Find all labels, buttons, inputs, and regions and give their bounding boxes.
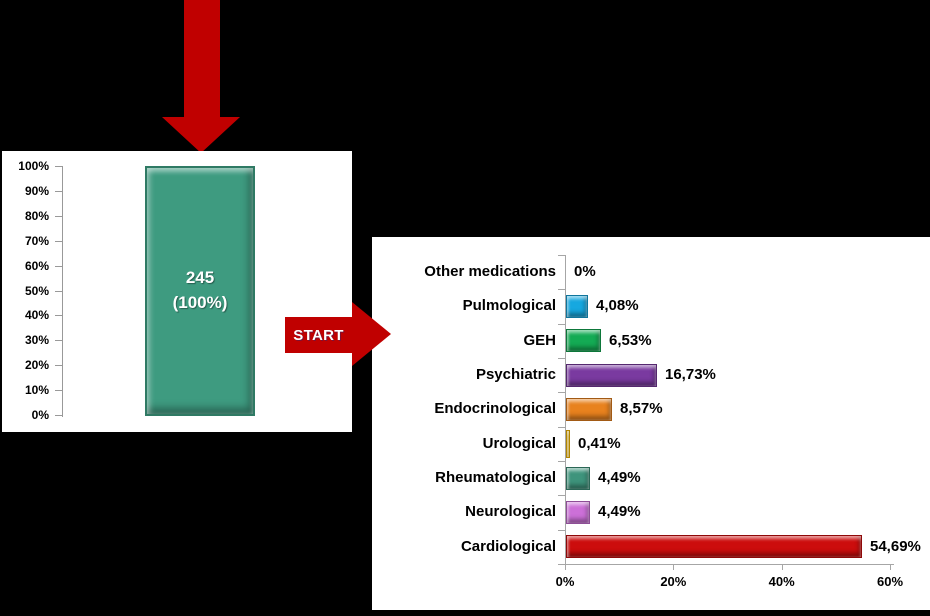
right-chart-x-tick-label: 40% — [768, 574, 795, 589]
category-label-other-medications: Other medications — [424, 263, 556, 281]
bar-pulmological — [566, 294, 588, 318]
right-chart-category-tick — [558, 357, 565, 359]
bar-psychiatric — [566, 363, 657, 387]
left-chart-y-tick — [55, 340, 63, 342]
right-chart-category-tick — [558, 495, 565, 497]
down-arrow-head-icon — [162, 117, 240, 153]
right-chart-category-axis — [565, 255, 566, 565]
medication-groups-chart-panel: Other medications 0% Pulmological 4,08% GEH 6… — [372, 237, 930, 610]
right-chart-value-axis — [565, 564, 894, 565]
value-label-psychiatric: 16,73% — [665, 366, 716, 384]
left-chart-y-tick-label: 0% — [31, 408, 49, 422]
right-chart-x-tick — [890, 564, 892, 570]
left-chart-y-tick-label: 50% — [24, 283, 49, 298]
left-chart-y-tick — [55, 265, 63, 267]
right-chart-category-tick — [558, 460, 565, 462]
left-chart-y-tick-label: 80% — [24, 208, 49, 223]
bar-geh — [566, 329, 601, 353]
right-chart-x-tick — [565, 564, 566, 570]
value-label-geh: 6,53% — [609, 331, 652, 349]
right-chart-x-tick-label: 60% — [877, 574, 904, 589]
left-chart-y-tick — [55, 215, 63, 217]
left-chart-y-tick — [55, 240, 63, 242]
left-chart-y-tick — [55, 390, 63, 392]
bar-label-count: 245 — [185, 268, 215, 288]
category-label-urological: Urological — [482, 434, 556, 452]
left-chart-y-tick-label: 40% — [24, 308, 49, 323]
category-label-geh: GEH — [523, 331, 556, 349]
right-chart-category-tick — [558, 255, 565, 256]
value-label-rheumatological: 4,49% — [598, 469, 641, 487]
left-chart-y-axis — [62, 166, 63, 417]
value-label-pulmological: 4,08% — [596, 297, 639, 315]
right-chart-x-tick — [781, 564, 783, 570]
left-chart-y-tick — [55, 166, 63, 167]
bar-neurological — [566, 500, 590, 524]
right-chart-category-tick — [558, 529, 565, 531]
start-arrow-label: START — [293, 326, 344, 344]
start-arrow: START — [285, 317, 352, 353]
value-label-urological: 0,41% — [578, 434, 621, 452]
value-label-endocrinological: 8,57% — [620, 400, 663, 418]
bar-endocrinological — [566, 397, 612, 421]
right-chart-x-tick-label: 0% — [555, 574, 575, 589]
left-chart-y-tick-label: 60% — [24, 258, 49, 273]
left-chart-y-tick-label: 20% — [24, 358, 49, 373]
down-arrow-icon — [184, 0, 220, 118]
category-label-rheumatological: Rheumatological — [435, 469, 556, 487]
left-chart-y-tick — [55, 315, 63, 317]
bar-urological — [566, 429, 570, 458]
value-label-cardiological: 54,69% — [870, 537, 921, 555]
category-label-cardiological: Cardiological — [460, 537, 556, 555]
start-arrow-head-icon — [352, 302, 391, 366]
total-patients-bar: 245 (100%) — [145, 166, 255, 416]
right-chart-category-tick — [558, 426, 565, 428]
left-chart-y-tick-label: 100% — [18, 159, 49, 173]
right-chart-x-tick-label: 20% — [660, 574, 687, 589]
total-patients-bar-label: 245 (100%) — [173, 266, 228, 315]
category-label-neurological: Neurological — [465, 503, 556, 521]
right-chart-category-tick — [558, 289, 565, 291]
value-label-other-medications: 0% — [574, 263, 596, 281]
left-chart-y-tick — [55, 290, 63, 292]
left-chart-y-tick — [55, 415, 63, 416]
bar-rheumatological — [566, 466, 590, 490]
right-chart-category-tick — [558, 323, 565, 325]
left-chart-y-tick — [55, 190, 63, 192]
total-patients-chart-panel: 100% 90% 80% 70% 60% 50% 40% 30% 20% 10% 0% 245 (1… — [2, 151, 352, 432]
left-chart-y-tick — [55, 365, 63, 367]
left-chart-y-tick-label: 10% — [24, 383, 49, 398]
category-label-psychiatric: Psychiatric — [475, 366, 556, 384]
right-chart-category-tick — [558, 563, 565, 565]
category-label-endocrinological: Endocrinological — [434, 400, 556, 418]
bar-label-percent: (100%) — [172, 293, 228, 312]
bar-cardiological — [566, 535, 862, 559]
value-label-neurological: 4,49% — [598, 503, 641, 521]
left-chart-y-tick-label: 30% — [24, 333, 49, 348]
right-chart-x-tick — [673, 564, 675, 570]
right-chart-category-tick — [558, 392, 565, 394]
category-label-pulmological: Pulmological — [462, 297, 556, 315]
left-chart-y-tick-label: 70% — [24, 233, 49, 248]
left-chart-y-tick-label: 90% — [24, 183, 49, 198]
